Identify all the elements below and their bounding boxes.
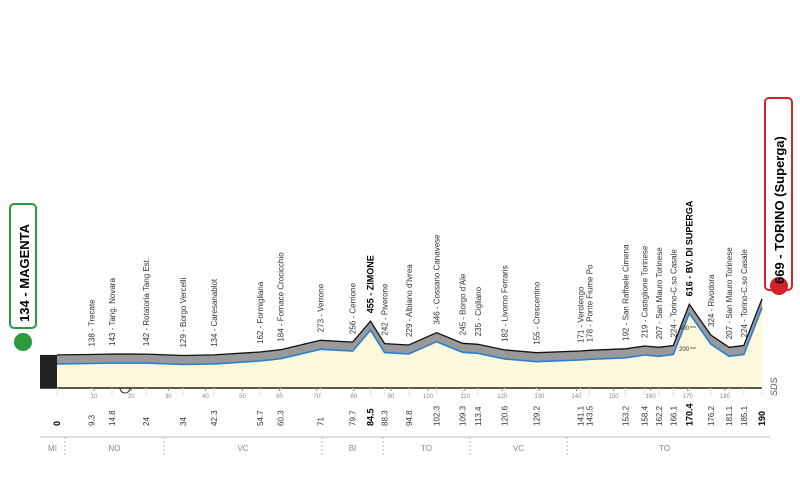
waypoint-label: 155 - Crescentino: [532, 281, 541, 345]
profile-outline: [56, 298, 763, 357]
profile-blue-line: [56, 307, 763, 366]
km-label: 170.4: [684, 403, 694, 426]
y-tick-label: 200: [679, 347, 690, 353]
km-label: 94.8: [405, 410, 414, 426]
km-label: 120.6: [500, 405, 509, 426]
waypoint-label: 184 - Fornace Crocicchio: [277, 252, 286, 342]
finish-icon: [770, 277, 788, 295]
y-tick-label: 400: [679, 326, 690, 332]
km-label: 113.4: [474, 406, 483, 426]
region-label: TO: [659, 444, 670, 453]
km-label: 141.1: [577, 405, 586, 426]
x-tick-label: 50: [239, 394, 246, 400]
km-label: 84.5: [366, 408, 376, 426]
waypoint-label: 178 - Ponte Fiume Po: [585, 264, 594, 342]
x-tick-label: 140: [571, 394, 582, 400]
waypoint-label: 171 - Verolengo: [577, 286, 586, 343]
x-tick-label: 110: [460, 394, 470, 400]
region-label: VC: [513, 444, 524, 453]
km-label: 88.3: [381, 410, 390, 426]
waypoint-label: 138 - Trecate: [88, 299, 97, 347]
start-bar: [40, 354, 57, 388]
waypoint-label: 256 - Cerrione: [349, 282, 358, 334]
km-label: 143.5: [585, 405, 594, 426]
km-label: 176.2: [707, 405, 716, 426]
waypoint-label: 162 - Formigliana: [256, 281, 265, 344]
km-label: 158.4: [641, 405, 650, 426]
waypoint-label: 346 - Cossano Canavese: [433, 234, 442, 325]
start-icon: [14, 333, 32, 351]
waypoint-label: 224 - Torino-C.so Casale: [669, 249, 678, 338]
km-label: 9.3: [88, 414, 97, 426]
waypoint-label: 242 - Piverone: [381, 283, 390, 336]
x-tick-label: 80: [350, 394, 357, 400]
km-label: 79.7: [349, 410, 358, 426]
x-tick-label: 30: [165, 394, 172, 400]
region-label: NO: [109, 444, 121, 453]
km-label: 34: [179, 417, 188, 426]
x-tick-label: 130: [534, 394, 545, 400]
km-label: 14.8: [108, 410, 117, 426]
waypoint-label: 229 - Albiano d'Ivrea: [405, 264, 414, 337]
waypoint-label: 207 - San Mauro Torinese: [725, 247, 734, 339]
waypoint-label: 245 - Borgo d'Ale: [459, 273, 468, 335]
waypoint-label: 324 - Rivodora: [707, 274, 716, 327]
x-tick-label: 20: [128, 394, 135, 400]
km-label: 185.1: [740, 405, 749, 426]
km-label: 0: [52, 421, 62, 426]
waypoint-label: 616 - BV. DI SUPERGA: [684, 200, 694, 296]
km-label: 129.2: [532, 405, 541, 426]
km-label: 54.7: [256, 410, 265, 426]
km-label: 42.3: [210, 410, 219, 426]
km-label: 71: [316, 417, 325, 426]
km-label: 153.2: [621, 405, 630, 426]
region-label: VC: [237, 444, 248, 453]
region-label: TO: [421, 444, 432, 453]
region-label: BI: [349, 444, 357, 453]
km-label: 190: [757, 411, 767, 426]
start-label: 134 - MAGENTA: [17, 223, 32, 322]
km-label: 102.3: [433, 405, 442, 426]
x-tick-label: 170: [683, 394, 694, 400]
km-label: 166.1: [669, 405, 678, 426]
start-box: [9, 203, 37, 329]
waypoint-label: 134 - Caresanablot: [210, 278, 219, 347]
waypoint-label: 143 - Tang. Novara: [108, 278, 117, 346]
km-label: 24: [142, 417, 151, 426]
x-tick-label: 100: [423, 394, 434, 400]
km-label: 181.1: [725, 405, 734, 426]
finish-label: 669 - TORINO (Superga): [772, 136, 787, 284]
logo: SDS: [769, 377, 779, 396]
x-tick-label: 180: [720, 394, 731, 400]
waypoint-label: 273 - Verrone: [316, 283, 325, 332]
waypoint-label: 192 - San Raffaele Cimena: [621, 244, 630, 341]
waypoint-label: 142 - Rotatoria Tang Est.: [142, 258, 151, 346]
waypoint-label: 455 - ZIMONE: [366, 255, 376, 313]
waypoint-label: 235 - Cigliano: [474, 286, 483, 336]
waypoint-label: 182 - Livorno Ferraris: [500, 265, 509, 341]
x-tick-label: 40: [202, 394, 209, 400]
x-tick-label: 160: [646, 394, 657, 400]
x-tick-label: 70: [313, 394, 320, 400]
x-tick-label: 120: [497, 394, 508, 400]
x-tick-label: 10: [91, 394, 98, 400]
region-label: MI: [48, 444, 57, 453]
waypoint-label: 129 - Borgo Vercelli: [179, 277, 188, 347]
x-tick-label: 60: [276, 394, 283, 400]
km-label: 162.2: [655, 405, 664, 426]
waypoint-label: 219 - Castiglione Torinese: [641, 245, 650, 338]
km-label: 109.3: [459, 405, 468, 426]
profile-base: [57, 307, 762, 388]
waypoint-label: 224 - Torino-C.so Casale: [740, 249, 749, 338]
x-tick-label: 150: [609, 394, 620, 400]
waypoint-label: 207 - San Mauro Torinese: [655, 247, 664, 339]
x-tick-label: 90: [388, 394, 395, 400]
km-label: 60.3: [277, 410, 286, 426]
